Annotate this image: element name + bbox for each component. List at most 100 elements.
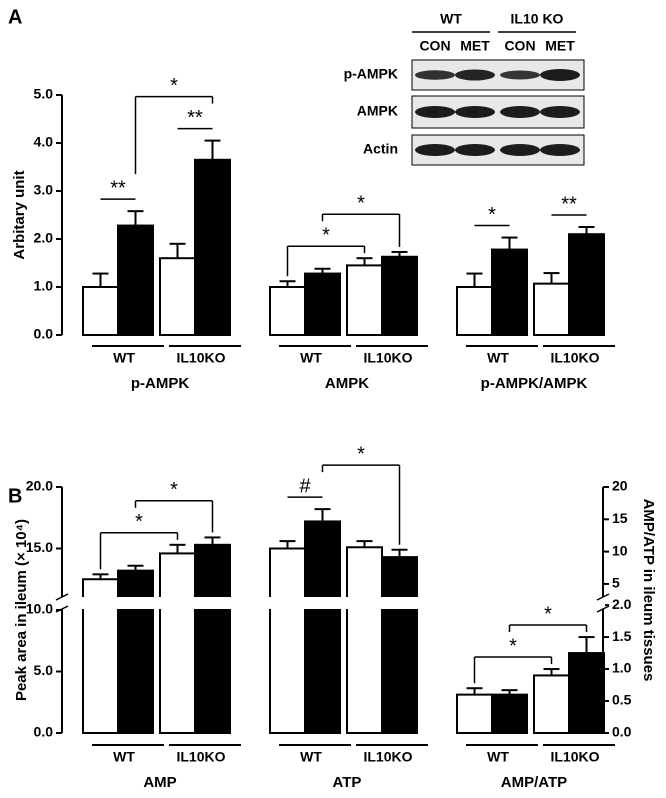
axis-break xyxy=(60,597,605,609)
bar xyxy=(82,286,119,336)
y2-tick-label: 5 xyxy=(612,575,620,591)
error-bar xyxy=(391,250,408,257)
significance-bracket: # xyxy=(287,475,323,498)
x-category-label: WT xyxy=(300,350,322,366)
significance-bracket: * xyxy=(134,479,214,533)
blot-band xyxy=(500,144,540,156)
bar xyxy=(304,272,341,336)
x-category-label: WT xyxy=(300,749,322,765)
error-bar xyxy=(543,272,560,284)
error-bar xyxy=(92,272,109,287)
error-bar xyxy=(356,540,373,548)
bar xyxy=(269,286,306,336)
significance-label: * xyxy=(322,224,330,246)
error-bar xyxy=(92,573,109,580)
group-label: p-AMPK xyxy=(131,375,189,392)
significance-label: * xyxy=(544,603,552,625)
blot-lane-label: CON xyxy=(419,38,450,54)
bar xyxy=(381,255,418,337)
group-label: p-AMPK/AMPK xyxy=(481,375,588,392)
error-bar xyxy=(279,280,296,287)
bar xyxy=(568,233,605,336)
blot-band xyxy=(540,144,580,156)
blot-band xyxy=(455,69,495,81)
blot-band xyxy=(500,106,540,118)
significance-bracket: * xyxy=(508,603,588,633)
blot-group-label: WT xyxy=(440,11,462,27)
panel-letter: A xyxy=(8,6,22,28)
error-bar xyxy=(501,236,518,250)
significance-bracket: * xyxy=(134,75,214,175)
blot-row-label: p-AMPK xyxy=(344,66,398,82)
group-label: AMP xyxy=(143,774,176,791)
error-bar xyxy=(466,687,483,695)
blot-lane-label: MET xyxy=(460,38,490,54)
error-bar xyxy=(466,272,483,287)
error-bar xyxy=(543,668,560,676)
blot-band xyxy=(415,106,455,118)
bar xyxy=(381,556,418,734)
blot-lane-label: CON xyxy=(504,38,535,54)
group-label: AMP/ATP xyxy=(501,774,567,791)
blot-row-label: Actin xyxy=(363,141,398,157)
x-category-label: IL10KO xyxy=(176,350,225,366)
significance-bracket: * xyxy=(286,224,366,277)
y2-tick-label: 20 xyxy=(612,478,628,494)
error-bar xyxy=(169,242,186,259)
y-axis-label: Peak area in ileum (× 10⁴) xyxy=(13,519,30,701)
y-tick-label: 10.0 xyxy=(26,601,53,617)
y-tick-label: 0.0 xyxy=(34,326,54,342)
x-category-label: WT xyxy=(113,749,135,765)
significance-label: * xyxy=(357,443,365,465)
y2-tick-label: 15 xyxy=(612,510,628,526)
significance-label: * xyxy=(488,204,496,226)
x-category-label: IL10KO xyxy=(550,350,599,366)
y2-tick-label: 1.0 xyxy=(612,660,632,676)
error-bar xyxy=(578,226,595,235)
significance-label: ** xyxy=(561,193,577,215)
bar xyxy=(194,543,231,734)
error-bar xyxy=(314,267,331,274)
bar xyxy=(159,552,196,734)
significance-bracket: ** xyxy=(551,193,587,216)
blot-band xyxy=(500,70,540,80)
error-bar xyxy=(314,508,331,522)
y-tick-label: 0.0 xyxy=(34,724,54,740)
significance-label: * xyxy=(357,192,365,214)
significance-bracket: * xyxy=(321,443,401,545)
bar xyxy=(346,546,383,735)
x-category-label: WT xyxy=(113,350,135,366)
group-label: AMPK xyxy=(325,375,369,392)
break-mark xyxy=(596,605,610,613)
significance-label: ** xyxy=(110,177,126,199)
y2-tick-label: 10 xyxy=(612,542,628,558)
y-tick-label: 2.0 xyxy=(34,230,54,246)
x-category-label: WT xyxy=(487,749,509,765)
error-bar xyxy=(169,543,186,554)
y2-tick-label: 0.0 xyxy=(612,724,632,740)
y-tick-label: 3.0 xyxy=(34,182,54,198)
y-tick-label: 20.0 xyxy=(26,478,53,494)
significance-bracket: ** xyxy=(100,177,136,200)
significance-bracket: * xyxy=(474,204,510,227)
y2-tick-label: 2.0 xyxy=(612,596,632,612)
blot-band xyxy=(540,69,580,81)
significance-bracket: ** xyxy=(177,107,213,130)
significance-label: * xyxy=(509,635,517,657)
bar xyxy=(269,547,306,734)
y2-tick-label: 1.5 xyxy=(612,628,632,644)
bar xyxy=(346,264,383,336)
bar xyxy=(533,674,570,734)
blot-band xyxy=(540,106,580,118)
bar xyxy=(533,282,570,337)
error-bar xyxy=(204,536,221,545)
error-bar xyxy=(391,548,408,558)
bar xyxy=(568,652,605,734)
error-bar xyxy=(279,540,296,549)
significance-label: # xyxy=(299,475,311,497)
blot-band xyxy=(415,70,455,80)
y-axis-label: Arbitary unit xyxy=(11,170,28,259)
break-mark xyxy=(55,593,69,601)
x-category-label: WT xyxy=(487,350,509,366)
